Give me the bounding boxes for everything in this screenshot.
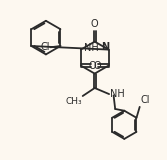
Text: NH: NH	[110, 89, 125, 99]
Text: O: O	[91, 19, 99, 29]
Text: N: N	[102, 42, 110, 52]
Text: NH: NH	[84, 43, 99, 53]
Text: CH₃: CH₃	[65, 97, 82, 106]
Text: Cl: Cl	[40, 42, 50, 52]
Text: O: O	[88, 61, 96, 71]
Text: Cl: Cl	[140, 95, 149, 105]
Text: O: O	[94, 61, 101, 71]
